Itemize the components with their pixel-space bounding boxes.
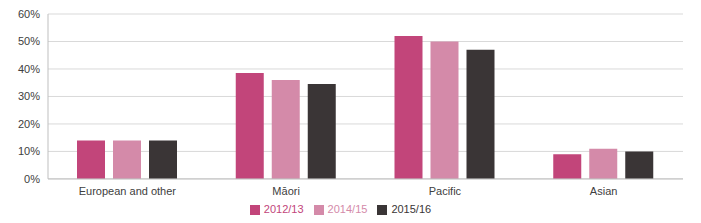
svg-text:30%: 30% — [18, 90, 40, 102]
svg-text:Pacific: Pacific — [429, 185, 462, 197]
svg-text:10%: 10% — [18, 145, 40, 157]
html-text:2012/13: 2012/13 — [263, 202, 304, 215]
svg-text:Asian: Asian — [590, 185, 618, 197]
svg-text:20%: 20% — [18, 118, 40, 130]
svg-text:Māori: Māori — [272, 185, 300, 197]
svg-text:40%: 40% — [18, 63, 40, 75]
svg-text:50%: 50% — [18, 35, 40, 47]
html-text:2014/15: 2014/15 — [327, 202, 368, 215]
svg-text:60%: 60% — [18, 8, 40, 20]
html-text:2015/16: 2015/16 — [391, 202, 432, 215]
svg-text:European and other: European and other — [79, 185, 177, 197]
svg-text:0%: 0% — [24, 173, 40, 185]
